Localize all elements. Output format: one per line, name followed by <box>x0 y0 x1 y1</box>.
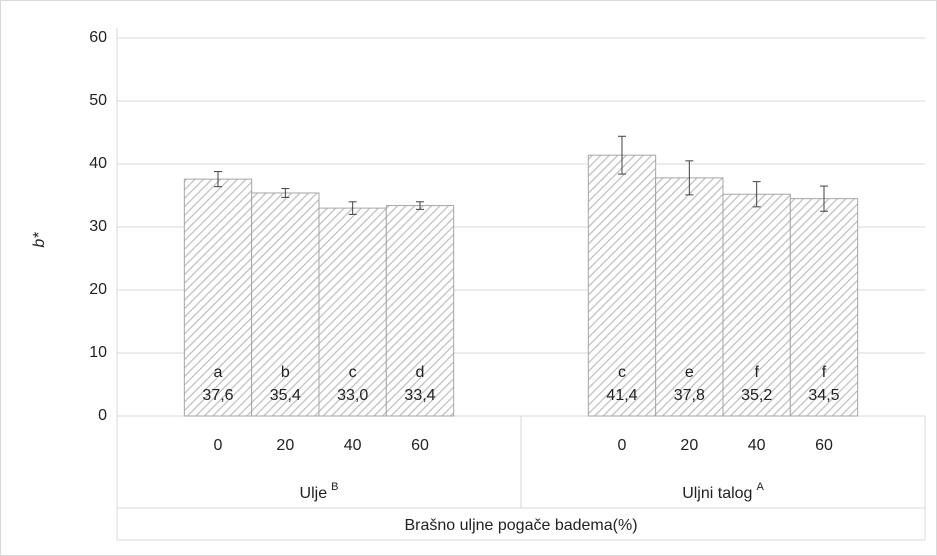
bar <box>183 178 253 417</box>
bar <box>251 192 320 417</box>
significance-letter: e <box>685 364 694 381</box>
group-label: Uljni talog A <box>682 481 764 502</box>
x-tick-label: 60 <box>411 437 429 454</box>
x-tick-label: 60 <box>815 437 833 454</box>
group-label: Ulje B <box>300 481 339 502</box>
bar <box>385 205 455 417</box>
significance-letter: d <box>416 364 425 381</box>
x-tick-label: 0 <box>618 437 627 454</box>
significance-letter: a <box>214 364 223 381</box>
value-label: 37,8 <box>674 387 705 404</box>
x-tick-label: 0 <box>214 437 223 454</box>
bar <box>318 207 387 417</box>
y-tick-label: 60 <box>89 29 107 46</box>
value-label: 35,4 <box>270 387 301 404</box>
bar <box>587 154 657 417</box>
group-sup: B <box>331 481 338 493</box>
x-tick-label: 40 <box>748 437 766 454</box>
significance-letter: c <box>618 364 626 381</box>
y-tick-label: 40 <box>89 155 107 172</box>
significance-letter: b <box>281 364 290 381</box>
x-tick-label: 20 <box>680 437 698 454</box>
x-tick-label: 20 <box>276 437 294 454</box>
bar <box>789 198 859 417</box>
y-tick-label: 20 <box>89 281 107 298</box>
significance-letter: c <box>349 364 357 381</box>
group-name: Ulje <box>300 485 328 502</box>
value-label: 34,5 <box>808 387 839 404</box>
y-axis-title: b* <box>31 232 48 248</box>
value-label: 41,4 <box>606 387 637 404</box>
significance-letter: f <box>754 364 759 381</box>
group-name: Uljni talog <box>682 485 752 502</box>
y-tick-label: 50 <box>89 92 107 109</box>
y-tick-label: 0 <box>98 407 107 424</box>
value-label: 33,0 <box>337 387 368 404</box>
value-label: 33,4 <box>404 387 435 404</box>
group-sup: A <box>756 481 764 493</box>
x-axis-title: Brašno uljne pogače badema(%) <box>404 517 637 534</box>
x-tick-label: 40 <box>344 437 362 454</box>
value-label: 35,2 <box>741 387 772 404</box>
value-label: 37,6 <box>202 387 233 404</box>
bar <box>722 193 791 417</box>
significance-letter: f <box>822 364 827 381</box>
y-tick-label: 10 <box>89 344 107 361</box>
y-tick-label: 30 <box>89 218 107 235</box>
bar <box>655 177 724 417</box>
